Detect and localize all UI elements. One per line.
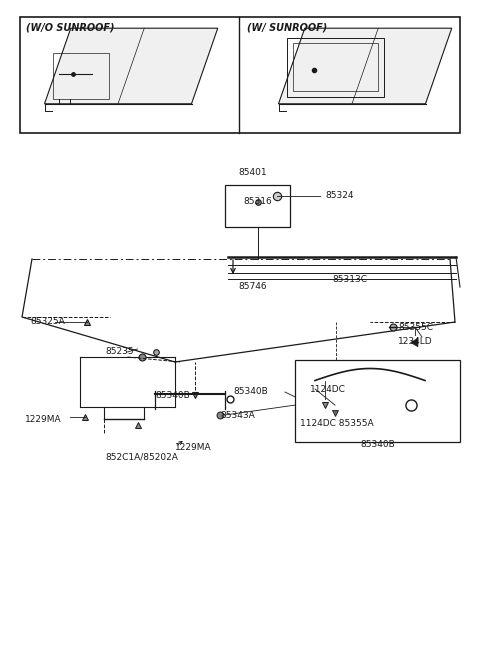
- Text: 85325A: 85325A: [30, 317, 65, 327]
- Text: 1234LD: 1234LD: [398, 338, 432, 346]
- Text: 85235: 85235: [105, 348, 133, 357]
- Text: 1124DC 85355A: 1124DC 85355A: [300, 419, 373, 428]
- Text: 85746: 85746: [238, 282, 266, 291]
- Text: 1229MA: 1229MA: [175, 443, 212, 451]
- Bar: [225, 185, 290, 227]
- Polygon shape: [45, 28, 218, 104]
- Text: 85343A: 85343A: [220, 411, 255, 420]
- Text: 1229MA: 1229MA: [25, 415, 61, 424]
- Text: (W/ SUNROOF): (W/ SUNROOF): [247, 22, 327, 32]
- Polygon shape: [278, 28, 452, 104]
- Bar: [295, 360, 460, 442]
- Bar: [53, 53, 109, 99]
- Text: 85313C: 85313C: [332, 275, 367, 284]
- Text: 85340B: 85340B: [155, 390, 190, 399]
- Text: 85340B: 85340B: [360, 440, 395, 449]
- Bar: [292, 43, 378, 91]
- Text: 85340B: 85340B: [233, 388, 268, 397]
- Text: 85316: 85316: [243, 197, 272, 206]
- Text: 1124DC: 1124DC: [310, 384, 346, 394]
- Text: 85355C: 85355C: [398, 323, 433, 332]
- Text: 85324: 85324: [325, 191, 353, 200]
- Text: 85401: 85401: [238, 168, 267, 177]
- Text: (W/O SUNROOF): (W/O SUNROOF): [26, 22, 115, 32]
- Bar: [20, 17, 460, 133]
- Bar: [287, 38, 384, 97]
- Text: 852C1A/85202A: 852C1A/85202A: [105, 452, 178, 461]
